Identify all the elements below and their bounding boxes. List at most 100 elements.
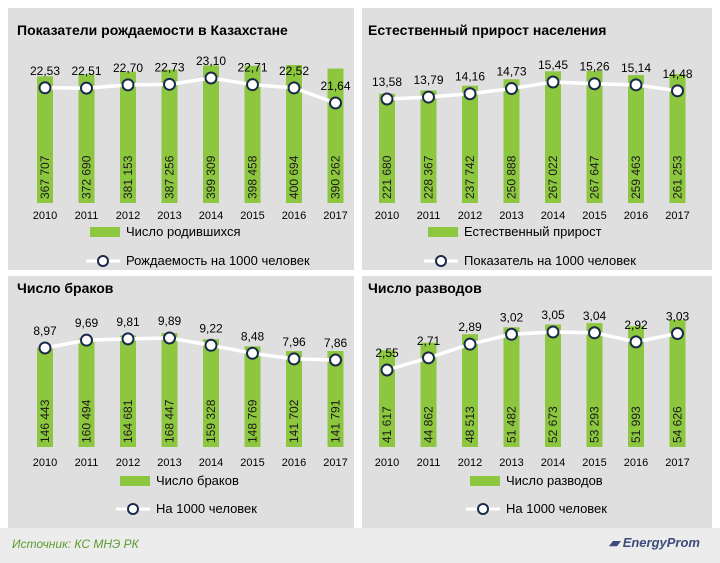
bar-value-label-0-7: 390 262	[329, 155, 343, 199]
bar-value-label-3-5: 53 293	[588, 406, 602, 443]
bar-value-label-0-1: 372 690	[80, 155, 94, 199]
bar-value-label-0-0: 367 707	[38, 155, 52, 199]
year-tick-2-6: 2016	[282, 457, 306, 469]
rate-point-2-5	[246, 346, 259, 360]
bar-value-label-0-5: 398 458	[246, 155, 260, 199]
bar-3-4	[545, 324, 561, 447]
legend-bar-swatch-1	[428, 227, 458, 237]
legend-line-label-0: Рождаемость на 1000 человек	[126, 253, 310, 268]
bar-1-1	[420, 90, 437, 203]
rate-point-0-3	[163, 77, 176, 91]
source-note: Источник: КС МНЭ РК	[12, 537, 139, 551]
bar-value-label-2-7: 141 791	[329, 399, 343, 443]
rate-point-3-5	[588, 326, 601, 340]
year-tick-3-4: 2014	[541, 457, 565, 469]
year-tick-0-2: 2012	[116, 210, 140, 222]
rate-point-3-7	[671, 327, 684, 341]
bar-3-3	[503, 327, 520, 447]
rate-label-3-6: 2,92	[624, 318, 648, 332]
rate-point-0-1	[80, 81, 93, 95]
rate-label-0-3: 22,73	[154, 60, 184, 74]
legend-bar-label-1: Естественный прирост	[464, 224, 602, 239]
rate-label-1-1: 13,79	[413, 73, 443, 87]
bar-0-4	[203, 65, 219, 204]
rate-label-2-1: 9,69	[75, 316, 99, 330]
chart-title-natural-growth: Естественный прирост населения	[368, 22, 607, 38]
rate-point-2-0	[38, 341, 52, 355]
bar-1-2	[462, 85, 478, 203]
year-tick-2-4: 2014	[199, 457, 223, 469]
footer-bar	[0, 528, 720, 563]
year-tick-3-0: 2010	[375, 457, 399, 469]
year-tick-2-5: 2015	[240, 457, 264, 469]
rate-line-1	[386, 80, 678, 101]
brand-icon: ▰	[609, 535, 623, 550]
bar-value-label-1-5: 267 647	[588, 155, 602, 199]
bar-0-2	[120, 71, 136, 203]
bar-value-label-1-3: 250 888	[505, 155, 519, 199]
rate-line-0	[44, 76, 337, 105]
bar-value-label-2-1: 160 494	[80, 399, 94, 443]
rate-point-3-2	[463, 337, 477, 351]
rate-point-1-5	[588, 77, 601, 91]
legend-line-label-2: На 1000 человек	[156, 501, 257, 516]
rate-label-1-3: 14,73	[496, 65, 526, 79]
bar-3-5	[586, 323, 603, 447]
rate-point-3-6	[629, 335, 643, 349]
year-tick-3-7: 2017	[665, 457, 689, 469]
rate-label-3-5: 3,04	[583, 309, 607, 323]
rate-label-1-7: 14,48	[662, 67, 692, 81]
rate-label-2-4: 9,22	[199, 321, 223, 335]
bar-2-7	[327, 351, 344, 447]
rate-label-3-0: 2,55	[375, 346, 399, 360]
year-tick-1-5: 2015	[582, 210, 606, 222]
bar-2-6	[286, 351, 302, 447]
bar-2-4	[203, 339, 219, 447]
rate-point-2-2	[121, 332, 135, 346]
rate-label-0-0: 22,53	[30, 64, 60, 78]
legend-line-marker-3	[477, 503, 489, 515]
bar-2-0	[37, 347, 53, 447]
bar-3-2	[462, 334, 478, 447]
year-tick-0-5: 2015	[240, 210, 264, 222]
bar-0-3	[161, 69, 178, 203]
rate-point-1-7	[671, 84, 684, 98]
bar-value-label-1-4: 267 022	[546, 155, 560, 199]
year-tick-1-4: 2014	[541, 210, 565, 222]
legend-line-marker-2	[127, 503, 139, 515]
rate-label-0-5: 22,71	[237, 61, 267, 75]
rate-point-1-2	[463, 87, 477, 101]
year-tick-3-6: 2016	[624, 457, 648, 469]
bar-3-7	[669, 320, 686, 447]
rate-point-1-1	[422, 90, 435, 104]
rate-label-0-6: 22,52	[279, 64, 309, 78]
year-tick-2-3: 2013	[157, 457, 181, 469]
bar-value-label-0-3: 387 256	[163, 155, 177, 199]
rate-label-1-5: 15,26	[579, 60, 609, 74]
rate-label-2-7: 7,86	[324, 336, 348, 350]
rate-label-0-2: 22,70	[113, 61, 143, 75]
bar-value-label-3-3: 51 482	[505, 406, 519, 443]
rate-point-1-3	[505, 82, 518, 96]
rate-label-1-6: 15,14	[621, 61, 651, 75]
bar-value-label-1-2: 237 742	[463, 155, 477, 199]
rate-label-0-4: 23,10	[196, 54, 226, 68]
rate-point-0-2	[121, 78, 135, 92]
rate-point-2-1	[80, 333, 93, 347]
bar-value-label-1-1: 228 367	[422, 155, 436, 199]
bar-value-label-3-6: 51 993	[629, 406, 643, 443]
panel-background-2	[362, 8, 712, 270]
bar-1-5	[586, 71, 603, 203]
rate-label-3-3: 3,02	[500, 310, 524, 324]
bar-3-6	[628, 326, 644, 447]
legend-bar-label-2: Число браков	[156, 473, 239, 488]
bar-1-7	[669, 74, 686, 203]
rate-point-3-0	[380, 363, 394, 377]
year-tick-0-4: 2014	[199, 210, 223, 222]
bar-2-5	[244, 346, 261, 447]
panel-background-4	[362, 276, 712, 528]
bar-value-label-3-2: 48 513	[463, 406, 477, 443]
bar-1-3	[503, 79, 520, 203]
year-tick-1-7: 2017	[665, 210, 689, 222]
rate-point-2-6	[287, 352, 301, 366]
